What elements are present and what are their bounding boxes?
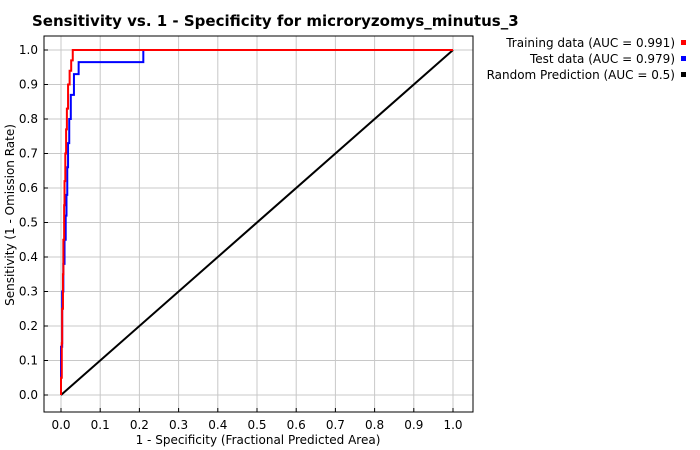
y-tick-label: 0.1	[19, 354, 38, 368]
axis-ticks: 0.0 0.1 0.2 0.3 0.4 0.5 0.6 0.7 0.8 0.9 1.0 0.0 0.1 0…	[19, 43, 463, 432]
y-tick-label: 0.3	[19, 285, 38, 299]
y-tick-label: 0.5	[19, 216, 38, 230]
plot-frame	[43, 35, 474, 413]
series-lines	[60, 49, 454, 396]
legend-swatch	[681, 40, 686, 45]
x-tick-label: 0.0	[51, 418, 70, 432]
grid-lines	[44, 36, 473, 412]
legend-entry-label: Random Prediction (AUC = 0.5)	[487, 68, 675, 82]
series-line	[60, 49, 454, 396]
legend-entry-label: Training data (AUC = 0.991)	[505, 36, 675, 50]
x-tick-label: 0.3	[169, 418, 188, 432]
y-tick-label: 0.0	[19, 388, 38, 402]
x-tick-label: 0.2	[130, 418, 149, 432]
y-tick-label: 1.0	[19, 43, 38, 57]
y-tick-label: 0.7	[19, 147, 38, 161]
series-line	[60, 49, 453, 395]
x-tick-label: 0.8	[365, 418, 384, 432]
y-tick-label: 0.8	[19, 112, 38, 126]
x-tick-label: 0.4	[208, 418, 227, 432]
legend-swatch	[681, 56, 686, 61]
chart-title: Sensitivity vs. 1 - Specificity for micr…	[32, 12, 519, 30]
x-tick-label: 0.9	[404, 418, 423, 432]
legend-entry-label: Test data (AUC = 0.979)	[529, 52, 675, 66]
legend: Training data (AUC = 0.991) Test data (AU…	[487, 36, 686, 82]
y-tick-label: 0.9	[19, 78, 38, 92]
y-axis-label: Sensitivity (1 - Omission Rate)	[3, 124, 17, 306]
x-tick-label: 0.5	[247, 418, 266, 432]
x-tick-label: 0.6	[287, 418, 306, 432]
x-tick-label: 0.7	[326, 418, 345, 432]
x-tick-label: 0.1	[91, 418, 110, 432]
x-axis-label: 1 - Specificity (Fractional Predicted Ar…	[136, 433, 381, 447]
legend-swatch	[681, 72, 686, 77]
y-tick-label: 0.4	[19, 250, 38, 264]
y-tick-label: 0.2	[19, 319, 38, 333]
x-tick-label: 1.0	[443, 418, 462, 432]
y-tick-label: 0.6	[19, 181, 38, 195]
